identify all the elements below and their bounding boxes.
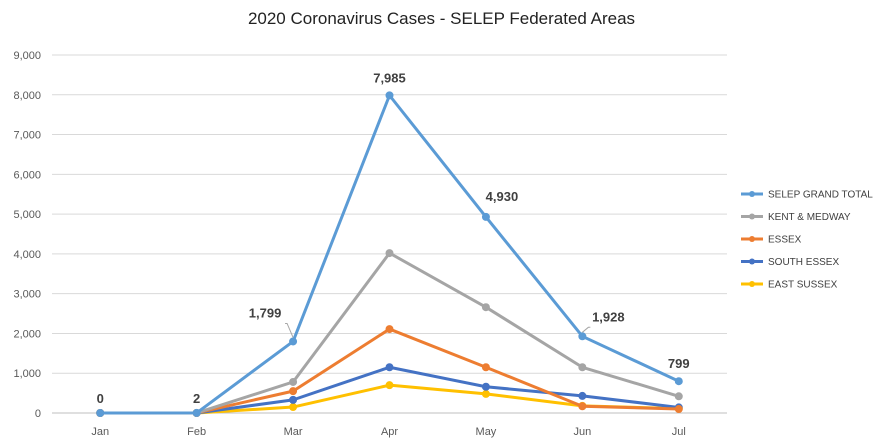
y-tick-label: 7,000: [13, 130, 41, 142]
legend-marker: [749, 281, 755, 287]
x-tick-label: Mar: [284, 426, 303, 438]
chart-title: 2020 Coronavirus Cases - SELEP Federated…: [247, 9, 636, 28]
data-label-leader: [582, 326, 591, 333]
data-point: [385, 363, 394, 372]
data-label: 2: [193, 391, 200, 406]
data-point: [96, 409, 105, 417]
legend-item: EAST SUSSEX: [741, 280, 838, 291]
data-point: [289, 377, 298, 386]
y-tick-label: 3,000: [13, 289, 41, 301]
data-point: [385, 91, 394, 100]
legend-label: SELEP GRAND TOTAL: [768, 190, 873, 201]
legend-label: EAST SUSSEX: [768, 280, 838, 291]
legend-label: SOUTH ESSEX: [768, 257, 839, 268]
data-point: [481, 363, 490, 372]
legend-marker: [749, 236, 755, 242]
legend-label: ESSEX: [768, 235, 802, 246]
data-point: [481, 303, 490, 312]
y-tick-label: 9,000: [13, 50, 41, 62]
y-tick-label: 2,000: [13, 328, 41, 340]
data-point: [578, 363, 587, 372]
data-label: 4,930: [486, 189, 519, 204]
data-point: [481, 212, 490, 221]
data-point: [289, 337, 298, 346]
data-point: [481, 382, 490, 391]
legend-item: SOUTH ESSEX: [741, 257, 839, 268]
data-point: [385, 325, 394, 334]
data-point: [578, 332, 587, 341]
legend-marker: [749, 213, 755, 220]
data-point: [674, 392, 683, 401]
data-point: [385, 381, 394, 390]
data-label: 1,799: [249, 305, 282, 320]
data-point: [289, 387, 298, 396]
legend-marker: [749, 191, 755, 197]
data-point: [578, 391, 587, 400]
data-point: [674, 405, 683, 414]
x-tick-label: May: [476, 426, 497, 438]
legend-label: KENT & MEDWAY: [768, 212, 851, 223]
legend-marker: [749, 258, 755, 265]
series-line: [98, 383, 681, 415]
legend-item: SELEP GRAND TOTAL: [741, 190, 873, 201]
y-tick-label: 1,000: [13, 368, 41, 380]
x-tick-label: Jun: [573, 426, 591, 438]
data-label-leader: [285, 322, 294, 338]
data-label: 1,928: [592, 309, 625, 324]
data-label: 0: [97, 391, 104, 406]
data-point: [578, 402, 587, 411]
x-tick-label: Jul: [672, 426, 686, 438]
data-point: [192, 408, 201, 417]
x-tick-label: Apr: [381, 426, 398, 438]
legend-item: ESSEX: [741, 235, 802, 246]
data-point: [289, 395, 298, 404]
y-tick-label: 4,000: [13, 249, 41, 261]
data-label: 799: [668, 356, 690, 371]
data-point: [674, 377, 683, 386]
y-tick-label: 0: [35, 408, 41, 420]
x-tick-label: Jan: [91, 426, 109, 438]
data-point: [481, 389, 490, 398]
data-label: 7,985: [373, 70, 406, 85]
y-tick-label: 6,000: [13, 169, 41, 181]
data-point: [289, 403, 298, 412]
x-tick-label: Feb: [187, 426, 206, 438]
legend-item: KENT & MEDWAY: [741, 212, 851, 223]
y-tick-label: 8,000: [13, 90, 41, 102]
y-tick-label: 5,000: [13, 209, 41, 221]
data-point: [385, 249, 394, 258]
